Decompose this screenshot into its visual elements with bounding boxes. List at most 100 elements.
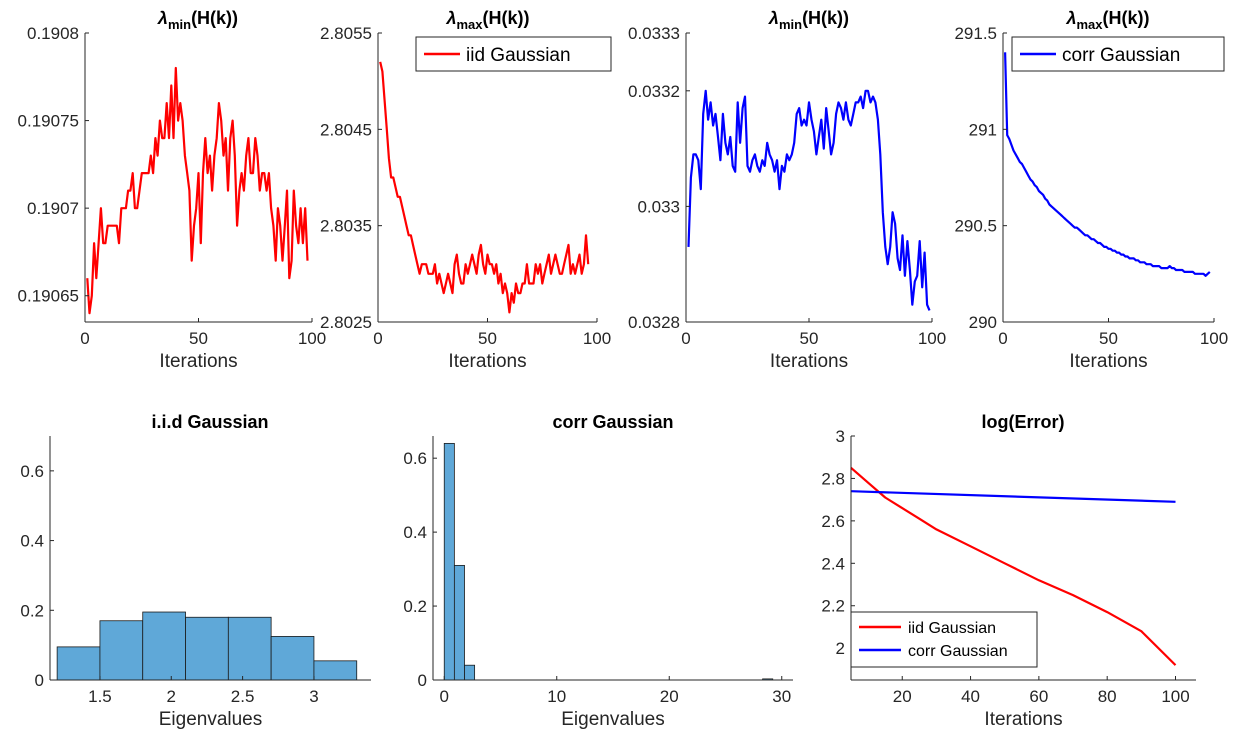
x-axis-label: Eigenvalues <box>561 709 665 730</box>
x-tick-label: 40 <box>961 687 980 706</box>
chart-p1: λmin(H(k)) 0 50 100 0.19065 0.1907 0.19075 0.19… <box>18 8 327 372</box>
histogram-bar <box>453 564 465 681</box>
y-tick-label: 0.1907 <box>27 199 79 218</box>
histogram-bar <box>464 664 476 681</box>
chart-title: λmax(H(k)) <box>445 8 529 32</box>
x-tick-label: 50 <box>1099 329 1118 348</box>
x-tick-label: 1.5 <box>88 687 112 706</box>
y-tick-label: 0.4 <box>20 532 44 551</box>
y-tick-label: 0 <box>35 671 44 690</box>
x-tick-label: 0 <box>998 329 1007 348</box>
y-tick-label: 2.8055 <box>320 24 372 43</box>
series-line-0 <box>687 89 931 311</box>
x-tick-label: 20 <box>893 687 912 706</box>
y-tick-label: 0.1908 <box>27 24 79 43</box>
title-subscript: min <box>779 17 802 32</box>
y-tick-label: 0.0332 <box>628 82 680 101</box>
histogram-bar <box>185 616 229 681</box>
chart-title: λmin(H(k)) <box>157 8 238 32</box>
x-tick-label: 20 <box>660 687 679 706</box>
y-tick-label: 2.8045 <box>320 120 372 139</box>
legend: iid Gaussian corr Gaussian <box>850 611 1038 668</box>
y-tick-label: 0.2 <box>20 601 44 620</box>
legend: iid Gaussian <box>415 36 612 72</box>
x-tick-label: 0 <box>373 329 382 348</box>
histogram-bar <box>142 611 186 681</box>
title-lambda: λ <box>1065 8 1076 28</box>
y-tick-label: 291.5 <box>954 24 997 43</box>
x-axis-label: Iterations <box>770 351 848 372</box>
y-tick-label: 2.4 <box>821 554 845 573</box>
title-rest: (H(k)) <box>1103 8 1150 28</box>
y-tick-label: 2.6 <box>821 512 845 531</box>
x-tick-label: 100 <box>298 329 326 348</box>
legend-entry: iid Gaussian <box>908 620 996 637</box>
y-tick-label: 0.19075 <box>18 112 79 131</box>
y-tick-label: 291 <box>969 120 997 139</box>
x-axis-label: Iterations <box>159 351 237 372</box>
legend-entry: corr Gaussian <box>908 643 1008 660</box>
histogram-bar <box>313 660 358 681</box>
x-tick-label: 50 <box>189 329 208 348</box>
title-subscript: max <box>1076 17 1103 32</box>
x-tick-label: 3 <box>309 687 318 706</box>
chart-p4: λmax(H(k)) 0 50 100 290 290.5 291 291.5 Iteratio… <box>954 8 1228 372</box>
x-axis-label: Iterations <box>1069 351 1147 372</box>
legend-entry: iid Gaussian <box>466 45 571 66</box>
histogram-bar <box>56 646 101 681</box>
x-tick-label: 2.5 <box>231 687 255 706</box>
y-tick-label: 0.6 <box>20 462 44 481</box>
legend-box <box>850 611 1038 668</box>
y-tick-label: 0.2 <box>403 597 427 616</box>
y-tick-label: 0 <box>418 671 427 690</box>
title-subscript: max <box>456 17 483 32</box>
y-tick-label: 0.0328 <box>628 313 680 332</box>
histogram-bar <box>443 442 455 681</box>
x-tick-label: 100 <box>918 329 946 348</box>
y-tick-label: 0.033 <box>637 197 680 216</box>
x-tick-label: 10 <box>547 687 566 706</box>
x-tick-label: 100 <box>1200 329 1228 348</box>
y-tick-label: 2.8 <box>821 469 845 488</box>
title-lambda: λ <box>445 8 456 28</box>
y-tick-label: 0.19065 <box>18 287 79 306</box>
series-line-0 <box>1004 52 1211 277</box>
series-line-1 <box>850 490 1176 503</box>
chart-title: log(Error) <box>982 412 1065 432</box>
title-lambda: λ <box>768 8 779 28</box>
title-rest: (H(k)) <box>483 8 530 28</box>
chart-p2: λmax(H(k)) 0 50 100 2.8025 2.8035 2.8045 2.8055… <box>320 8 612 372</box>
chart-p6: corr Gaussian 0 10 20 30 0 0.2 0.4 0.6 Eigenvalue… <box>403 412 793 730</box>
series-line-0 <box>850 466 1177 666</box>
histogram-bar <box>270 636 315 681</box>
x-tick-label: 0 <box>440 687 449 706</box>
x-axis-label: Iterations <box>448 351 526 372</box>
y-tick-label: 3 <box>836 427 845 446</box>
chart-title: λmin(H(k)) <box>768 8 849 32</box>
y-tick-label: 2.2 <box>821 597 845 616</box>
y-tick-label: 2.8035 <box>320 217 372 236</box>
legend: corr Gaussian <box>1011 36 1225 72</box>
series-line-0 <box>379 61 590 314</box>
chart-p3: λmin(H(k)) 0 50 100 0.0328 0.033 0.0332 0.0333 I… <box>628 8 946 372</box>
title-lambda: λ <box>157 8 168 28</box>
chart-p7: log(Error) 20 40 60 80 100 2 2.2 2.4 2.6 2.8 3 Itera… <box>821 412 1196 730</box>
title-rest: (H(k)) <box>802 8 849 28</box>
x-tick-label: 0 <box>80 329 89 348</box>
histogram-bar <box>99 620 144 681</box>
y-tick-label: 290 <box>969 313 997 332</box>
x-tick-label: 100 <box>583 329 611 348</box>
y-tick-label: 0.0333 <box>628 24 680 43</box>
title-rest: (H(k)) <box>191 8 238 28</box>
x-tick-label: 50 <box>800 329 819 348</box>
series-line-0 <box>86 66 309 315</box>
y-tick-label: 2 <box>836 639 845 658</box>
histogram-bar <box>227 616 272 681</box>
chart-title: λmax(H(k)) <box>1065 8 1149 32</box>
chart-p5: i.i.d Gaussian 1.5 2 2.5 3 0 0.2 0.4 0.6 Eigenval… <box>20 412 371 730</box>
legend-entry: corr Gaussian <box>1062 45 1180 66</box>
chart-title: corr Gaussian <box>552 412 673 432</box>
x-tick-label: 0 <box>681 329 690 348</box>
title-subscript: min <box>168 17 191 32</box>
